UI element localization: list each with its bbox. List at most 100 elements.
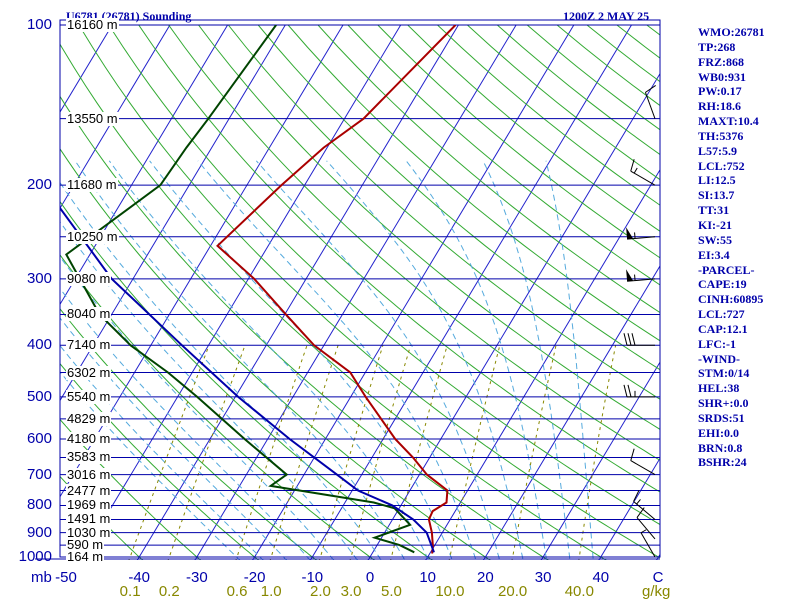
dry-adiabat-line: [168, 25, 660, 461]
sounding-index-item: SI:13.7: [698, 188, 735, 203]
dry-adiabat-line: [60, 200, 433, 560]
dry-adiabat-line: [60, 43, 607, 560]
sounding-index-item: LI:12.5: [698, 173, 736, 188]
dry-adiabat-line: [60, 362, 259, 560]
moist-adiabat-line: [60, 181, 382, 560]
sounding-index-item: PW:0.17: [698, 84, 742, 99]
dry-adiabat-line: [347, 25, 660, 286]
wind-barb: [644, 85, 656, 119]
dry-adiabat-line: [60, 418, 202, 560]
dry-adiabat-line: [60, 308, 317, 560]
temperature-tick-label: -30: [186, 569, 208, 586]
dry-adiabat-line: [287, 25, 660, 342]
sounding-index-item: CINH:60895: [698, 292, 764, 307]
mixing-ratio-tick-label: 3.0: [340, 583, 362, 600]
dry-adiabat-line: [377, 25, 660, 259]
mixing-ratio-tick-label: 20.0: [498, 583, 528, 600]
dry-adiabat-line: [60, 148, 491, 560]
height-label: 8040 m: [66, 306, 112, 322]
wind-barb: [630, 448, 656, 476]
moist-adiabat-line: [60, 287, 311, 560]
height-label: 1969 m: [66, 497, 112, 513]
height-label: 1491 m: [66, 511, 112, 527]
mixing-ratio-tick-label: 10.0: [435, 583, 465, 600]
pressure-tick-label: 600: [26, 429, 52, 447]
isotherm-line: [598, 457, 660, 560]
sounding-index-item: SHR+:0.0: [698, 396, 749, 411]
dry-adiabat-line: [60, 95, 549, 560]
wind-barb: [626, 269, 656, 282]
pressure-tick-label: 1000: [18, 548, 52, 565]
wind-barb: [633, 490, 656, 520]
pressure-tick-label: 800: [26, 496, 52, 514]
dry-adiabat-line: [78, 25, 660, 559]
moist-adiabat-line: [326, 160, 524, 560]
sounding-indices-list: WMO:26781 TP:268 FRZ:868 WB0:931 PW:0.17 RH:1…: [698, 25, 765, 470]
height-label: 1030 m: [66, 524, 112, 540]
temperature-tick-label: 40: [592, 569, 610, 586]
isotherm-line: [60, 25, 286, 402]
height-label: 7140 m: [66, 337, 112, 353]
sounding-index-item: TH:5376: [698, 128, 744, 143]
mixing-ratio-line: [511, 345, 557, 560]
temperature-tick-label: -10: [301, 569, 324, 586]
moist-adiabat-line: [197, 160, 477, 560]
sounding-index-item: FRZ:868: [698, 54, 744, 69]
pressure-tick-label: 400: [26, 336, 52, 354]
height-label: 2477 m: [66, 482, 112, 498]
mixing-ratio-line: [128, 345, 210, 560]
temperature-tick-label: -20: [243, 569, 266, 586]
parcel-trace-line: [60, 206, 435, 553]
sounding-index-item: SRDS:51: [698, 410, 745, 425]
sounding-index-item: RH:18.6: [698, 99, 741, 114]
sounding-index-item: CAPE:19: [698, 277, 747, 292]
moist-adiabat-line: [255, 160, 501, 560]
dry-adiabat-line: [138, 25, 660, 493]
sounding-index-item: L57:5.9: [698, 143, 737, 158]
sounding-index-item: EHI:0.0: [698, 425, 740, 440]
pressure-unit-label: mb: [31, 569, 52, 586]
sounding-index-item: LCL:727: [698, 307, 745, 322]
height-label: 4829 m: [66, 410, 112, 426]
temperature-tick-label: 30: [534, 569, 552, 586]
height-label: 11680 m: [66, 177, 118, 193]
sounding-index-item: WMO:26781: [698, 25, 765, 39]
isotherm-line: [540, 361, 660, 560]
moist-adiabat-line: [74, 160, 406, 560]
isotherm-line: [79, 25, 402, 560]
dry-adiabat-line: [60, 254, 375, 560]
mixing-ratio-tick-label: 0.1: [119, 583, 141, 600]
plot-frame: [59, 19, 661, 558]
temperature-profile-line: [216, 25, 457, 554]
height-label: 164 m: [66, 549, 105, 564]
sounding-index-item: STM:0/14: [698, 366, 750, 381]
dry-adiabat-line: [257, 25, 660, 371]
height-label: 5540 m: [66, 388, 112, 404]
dry-adiabat-line: [586, 25, 660, 83]
wind-barb: [630, 159, 656, 186]
wind-barb: [640, 529, 656, 558]
sounding-index-item: TT:31: [698, 203, 730, 218]
temperature-tick-label: -50: [55, 569, 77, 586]
mixing-ratio-line: [448, 345, 501, 560]
moist-adiabat-line: [482, 160, 571, 560]
pressure-tick-label: 300: [26, 269, 52, 287]
mixing-ratio-tick-label: 5.0: [381, 583, 402, 600]
mixing-ratio-tick-label: 2.0: [310, 583, 331, 600]
sounding-index-item: HEL:38: [698, 381, 740, 396]
dry-adiabat-line: [60, 475, 144, 560]
sounding-index-item: KI:-21: [698, 217, 732, 232]
height-label: 16160 m: [66, 17, 119, 32]
sounding-time: 1200Z 2 MAY 25: [563, 9, 650, 23]
moist-adiabat-line: [108, 160, 430, 560]
wind-barb: [626, 227, 656, 240]
mixing-ratio-tick-label: 40.0: [564, 583, 594, 600]
pressure-tick-label: 700: [26, 465, 52, 483]
temperature-tick-label: 10: [419, 569, 437, 586]
height-label: 3583 m: [66, 449, 112, 465]
sounding-index-item: MAXT:10.4: [698, 114, 759, 129]
mixing-ratio-tick-label: 0.6: [226, 583, 248, 600]
height-label: 590 m: [66, 537, 105, 553]
moist-adiabat-line: [60, 317, 288, 560]
sounding-index-item: WB0:931: [698, 69, 746, 84]
